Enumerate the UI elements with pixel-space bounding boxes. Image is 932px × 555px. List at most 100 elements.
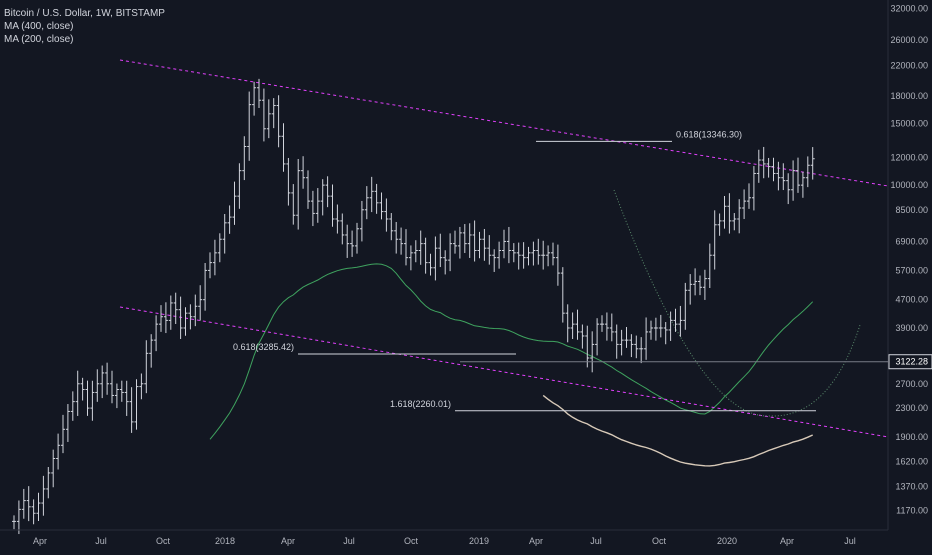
candle (747, 183, 751, 209)
fib-level-label: 0.618(13346.30) (676, 129, 742, 139)
candle (472, 220, 477, 262)
candle (428, 253, 433, 276)
candle (154, 315, 159, 352)
candle (325, 176, 330, 208)
candle (257, 78, 261, 109)
candle (453, 230, 457, 254)
candle (722, 195, 727, 229)
candle (796, 157, 800, 193)
candle (756, 149, 761, 183)
time-tick-label: Jul (95, 536, 107, 546)
candle (345, 224, 350, 258)
candle (394, 221, 399, 254)
candle (418, 230, 423, 265)
candle (776, 161, 781, 191)
legend: Bitcoin / U.S. Dollar, 1W, BITSTAMP MA (… (4, 7, 165, 46)
candle (761, 146, 766, 179)
candle (31, 499, 36, 525)
ma400-label[interactable]: MA (400, close) (4, 21, 74, 32)
candle (805, 156, 810, 188)
candle (521, 242, 526, 269)
symbol-title[interactable]: Bitcoin / U.S. Dollar, 1W, BITSTAMP (4, 8, 165, 19)
ma200-line (209, 263, 814, 440)
time-tick-label: Apr (780, 536, 794, 546)
time-tick-label: Jul (343, 536, 355, 546)
candle (712, 210, 717, 270)
candle (727, 193, 732, 234)
ma200-label[interactable]: MA (200, close) (4, 34, 74, 45)
fib-level-label: 1.618(2260.01) (390, 399, 451, 409)
candle (291, 184, 296, 225)
candle (688, 274, 693, 305)
candle (443, 250, 448, 275)
annotations: 0.618(13346.30) 0.618(3285.42) 1.618(2260.… (233, 129, 816, 412)
candle (340, 213, 345, 245)
candle (384, 198, 389, 232)
candle (26, 486, 31, 522)
price-tick-label: 15000.00 (890, 119, 928, 129)
candle (65, 404, 70, 442)
price-tick-label: 18000.00 (890, 91, 928, 101)
candle (467, 223, 472, 258)
candle (46, 466, 51, 499)
candle (374, 183, 379, 214)
candle (560, 267, 565, 323)
last-price-box (888, 354, 932, 370)
candle (379, 192, 384, 220)
price-tick-label: 4700.00 (895, 295, 928, 305)
candle (673, 308, 678, 332)
candle (791, 160, 796, 201)
candle (56, 433, 61, 470)
candle (139, 373, 144, 400)
candle (658, 314, 663, 338)
candle (222, 213, 227, 254)
price-tick-label: 12000.00 (890, 152, 928, 162)
candle (693, 268, 698, 296)
candle (281, 123, 286, 172)
fib-level: 0.618(13346.30) (536, 129, 742, 142)
candle (604, 312, 609, 341)
price-tick-label: 32000.00 (890, 4, 928, 14)
candle (129, 387, 134, 433)
candle (359, 200, 364, 242)
candle (232, 181, 237, 225)
candle (413, 240, 418, 263)
time-tick-label: Oct (404, 536, 419, 546)
fib-level: 0.618(3285.42) (233, 342, 516, 355)
candle (810, 147, 815, 180)
candle (663, 322, 668, 345)
candle (159, 305, 163, 332)
candle (310, 190, 315, 227)
candle (800, 171, 805, 198)
price-tick-label: 1900.00 (895, 432, 928, 442)
time-tick-label: 2019 (469, 536, 489, 546)
price-tick-label: 8500.00 (895, 205, 928, 215)
candle (203, 263, 208, 311)
candle (399, 227, 404, 255)
time-tick-label: Apr (33, 536, 47, 546)
candle (301, 156, 306, 189)
candle (237, 163, 242, 209)
candle (433, 236, 438, 281)
candle (119, 380, 124, 402)
candle (198, 285, 203, 321)
time-tick-label: Jul (590, 536, 602, 546)
candle (36, 492, 41, 522)
candle (732, 213, 737, 231)
candle (350, 230, 355, 257)
candle (448, 233, 453, 272)
candle (683, 282, 688, 330)
candle (737, 199, 742, 234)
candle (742, 189, 747, 220)
candle (90, 380, 95, 421)
candle (551, 242, 555, 266)
price-tick-label: 2700.00 (895, 379, 928, 389)
candle (531, 241, 536, 266)
moving-averages (209, 263, 814, 467)
price-tick-label: 3900.00 (895, 323, 928, 333)
candle (614, 324, 619, 359)
candle (423, 237, 428, 274)
